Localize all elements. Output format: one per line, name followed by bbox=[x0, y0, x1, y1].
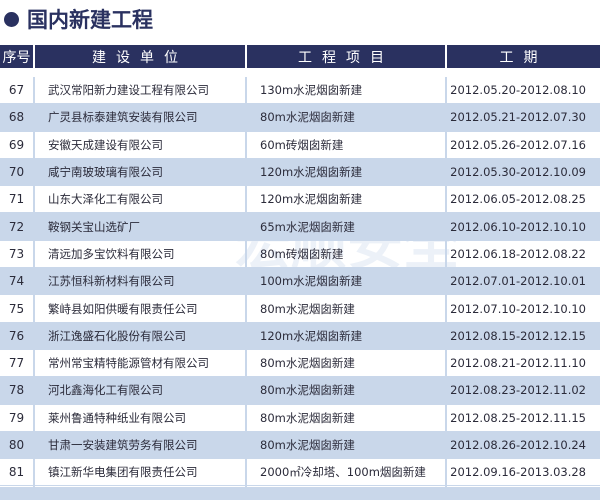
projects-table: 序号 建设单位 工程项目 工期 67 武汉常阳新力建设工程有限公司 130m水泥烟囱… bbox=[0, 45, 600, 487]
table-header: 序号 建设单位 工程项目 工期 bbox=[0, 45, 600, 68]
table-row: 67 武汉常阳新力建设工程有限公司 130m水泥烟囱新建 2012.05.20-201… bbox=[0, 77, 600, 105]
cell-company: 镇江新华电集团有限责任公司 bbox=[35, 459, 245, 487]
cell-company: 山东大泽化工有限公司 bbox=[35, 186, 245, 214]
cell-period: 2012.08.26-2012.10.24 bbox=[447, 431, 600, 460]
table-row: 78 河北鑫海化工有限公司 80m水泥烟囱新建 2012.08.23-2012.11.… bbox=[0, 377, 600, 405]
cell-company: 浙江逸盛石化股份有限公司 bbox=[35, 322, 245, 350]
cell-no: 77 bbox=[0, 350, 33, 378]
cell-company: 安徽天成建设有限公司 bbox=[35, 132, 245, 159]
cell-company: 鞍钢关宝山选矿厂 bbox=[35, 213, 245, 241]
cell-company: 河北鑫海化工有限公司 bbox=[35, 377, 245, 405]
cell-period: 2012.05.30-2012.10.09 bbox=[447, 158, 600, 187]
cell-no: 69 bbox=[0, 132, 33, 159]
table-row: 77 常州常宝精特能源管材有限公司 80m水泥烟囱新建 2012.08.21-2012… bbox=[0, 350, 600, 378]
table-row: 69 安徽天成建设有限公司 60m砖烟囱新建 2012.05.26-2012.07.1… bbox=[0, 132, 600, 159]
header-period: 工期 bbox=[447, 45, 600, 68]
table-row: 72 鞍钢关宝山选矿厂 65m水泥烟囱新建 2012.06.10-2012.10.10 bbox=[0, 213, 600, 241]
cell-project: 65m水泥烟囱新建 bbox=[247, 213, 445, 241]
cell-period: 2012.05.21-2012.07.30 bbox=[447, 104, 600, 132]
table-row: 73 清远加多宝饮料有限公司 80m砖烟囱新建 2012.06.18-2012.08.… bbox=[0, 241, 600, 269]
cell-period: 2012.05.26-2012.07.16 bbox=[447, 132, 600, 159]
cell-period: 2012.08.25-2012.11.15 bbox=[447, 405, 600, 432]
cell-no: 72 bbox=[0, 213, 33, 241]
cell-project: 80m水泥烟囱新建 bbox=[247, 295, 445, 323]
cell-company: 甘肃一安装建筑劳务有限公司 bbox=[35, 431, 245, 460]
cell-no: 81 bbox=[0, 459, 33, 487]
cell-company: 咸宁南玻玻璃有限公司 bbox=[35, 158, 245, 187]
cell-project: 80m水泥烟囱新建 bbox=[247, 431, 445, 460]
cell-project: 80m水泥烟囱新建 bbox=[247, 350, 445, 378]
cell-project: 100m水泥烟囱新建 bbox=[247, 268, 445, 296]
cell-no: 79 bbox=[0, 405, 33, 432]
section-title-text: 国内新建工程 bbox=[27, 8, 153, 32]
table-row: 80 甘肃一安装建筑劳务有限公司 80m水泥烟囱新建 2012.08.26-2012.… bbox=[0, 431, 600, 460]
cell-period: 2012.08.23-2012.11.02 bbox=[447, 377, 600, 405]
cell-no: 70 bbox=[0, 158, 33, 187]
cell-no: 67 bbox=[0, 77, 33, 105]
cell-company: 武汉常阳新力建设工程有限公司 bbox=[35, 77, 245, 105]
cell-period: 2012.09.16-2013.03.28 bbox=[447, 459, 600, 487]
cell-project: 80m砖烟囱新建 bbox=[247, 241, 445, 269]
cell-no: 68 bbox=[0, 104, 33, 132]
table-row: 70 咸宁南玻玻璃有限公司 120m水泥烟囱新建 2012.05.30-2012.10… bbox=[0, 158, 600, 187]
table-row: 81 镇江新华电集团有限责任公司 2000㎡冷却塔、100m烟囱新建 2012.09.… bbox=[0, 459, 600, 487]
table-row: 74 江苏恒科新材料有限公司 100m水泥烟囱新建 2012.07.01-2012.1… bbox=[0, 268, 600, 296]
cell-company: 清远加多宝饮料有限公司 bbox=[35, 241, 245, 269]
table-body: 67 武汉常阳新力建设工程有限公司 130m水泥烟囱新建 2012.05.20-201… bbox=[0, 77, 600, 487]
cell-project: 60m砖烟囱新建 bbox=[247, 132, 445, 159]
cell-company: 常州常宝精特能源管材有限公司 bbox=[35, 350, 245, 378]
section-title: 国内新建工程 bbox=[4, 4, 153, 34]
cell-project: 80m水泥烟囱新建 bbox=[247, 405, 445, 432]
table-row: 79 莱州鲁通特种纸业有限公司 80m水泥烟囱新建 2012.08.25-2012.1… bbox=[0, 405, 600, 432]
cell-period: 2012.07.01-2012.10.01 bbox=[447, 268, 600, 296]
cell-project: 80m水泥烟囱新建 bbox=[247, 377, 445, 405]
cell-company: 莱州鲁通特种纸业有限公司 bbox=[35, 405, 245, 432]
cell-project: 130m水泥烟囱新建 bbox=[247, 77, 445, 105]
table-row-partial bbox=[0, 487, 600, 500]
cell-period: 2012.05.20-2012.08.10 bbox=[447, 77, 600, 105]
cell-period: 2012.06.05-2012.08.25 bbox=[447, 186, 600, 214]
cell-period: 2012.06.10-2012.10.10 bbox=[447, 213, 600, 241]
table-row: 76 浙江逸盛石化股份有限公司 120m水泥烟囱新建 2012.08.15-2012.… bbox=[0, 322, 600, 350]
header-project: 工程项目 bbox=[247, 45, 445, 68]
cell-company: 广灵县标泰建筑安装有限公司 bbox=[35, 104, 245, 132]
header-no: 序号 bbox=[0, 45, 33, 68]
cell-period: 2012.06.18-2012.08.22 bbox=[447, 241, 600, 269]
header-company: 建设单位 bbox=[35, 45, 245, 68]
cell-project: 120m水泥烟囱新建 bbox=[247, 186, 445, 214]
table-row: 71 山东大泽化工有限公司 120m水泥烟囱新建 2012.06.05-2012.08… bbox=[0, 186, 600, 214]
cell-project: 120m水泥烟囱新建 bbox=[247, 158, 445, 187]
table-row: 75 繁峙县如阳供暖有限责任公司 80m水泥烟囱新建 2012.07.10-2012.… bbox=[0, 295, 600, 323]
cell-no: 71 bbox=[0, 186, 33, 214]
table-row: 68 广灵县标泰建筑安装有限公司 80m水泥烟囱新建 2012.05.21-2012.… bbox=[0, 104, 600, 132]
cell-no: 73 bbox=[0, 241, 33, 269]
cell-no: 78 bbox=[0, 377, 33, 405]
cell-project: 120m水泥烟囱新建 bbox=[247, 322, 445, 350]
cell-company: 江苏恒科新材料有限公司 bbox=[35, 268, 245, 296]
cell-period: 2012.07.10-2012.10.10 bbox=[447, 295, 600, 323]
cell-no: 74 bbox=[0, 268, 33, 296]
cell-company: 繁峙县如阳供暖有限责任公司 bbox=[35, 295, 245, 323]
cell-no: 80 bbox=[0, 431, 33, 460]
bullet-icon bbox=[4, 11, 19, 27]
cell-no: 75 bbox=[0, 295, 33, 323]
cell-period: 2012.08.21-2012.11.10 bbox=[447, 350, 600, 378]
cell-period: 2012.08.15-2012.12.15 bbox=[447, 322, 600, 350]
cell-project: 80m水泥烟囱新建 bbox=[247, 104, 445, 132]
cell-no: 76 bbox=[0, 322, 33, 350]
cell-project: 2000㎡冷却塔、100m烟囱新建 bbox=[247, 459, 445, 487]
